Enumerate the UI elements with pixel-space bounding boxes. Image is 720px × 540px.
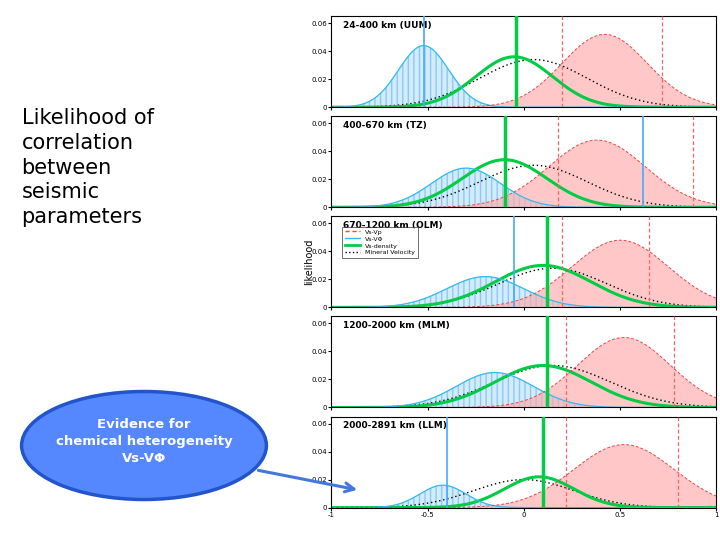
Text: likelihood: likelihood [305,239,315,285]
Text: Evidence for
chemical heterogeneity
Vs-VΦ: Evidence for chemical heterogeneity Vs-V… [55,417,233,465]
Text: 2000-2891 km (LLM): 2000-2891 km (LLM) [343,421,446,430]
Legend: Vs-Vp, Vs-VΦ, Vs-density, Mineral Velocity: Vs-Vp, Vs-VΦ, Vs-density, Mineral Veloci… [342,227,418,258]
Text: 24-400 km (UUM): 24-400 km (UUM) [343,21,431,30]
Text: 400-670 km (TZ): 400-670 km (TZ) [343,121,426,130]
Text: 670-1200 km (OLM): 670-1200 km (OLM) [343,221,442,230]
Text: Likelihood of
correlation
between
seismic
parameters: Likelihood of correlation between seismi… [22,108,153,227]
Text: 1200-2000 km (MLM): 1200-2000 km (MLM) [343,321,449,330]
